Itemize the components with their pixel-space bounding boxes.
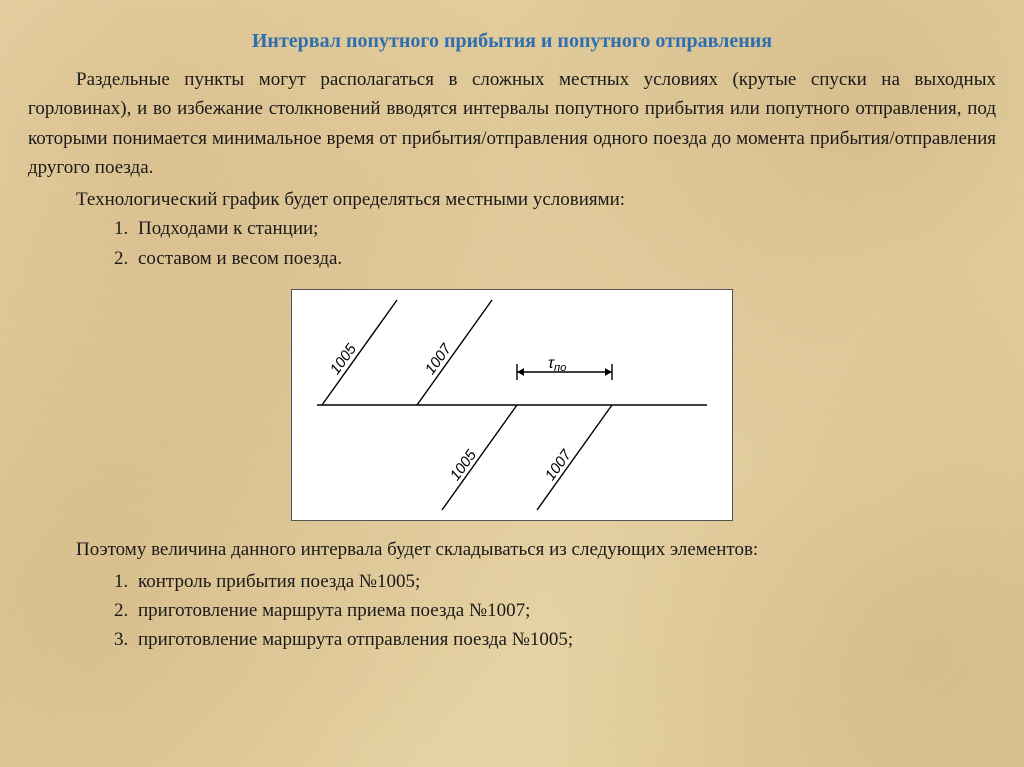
list-item: 1.Подходами к станции; bbox=[138, 214, 996, 243]
elements-list: 1.контроль прибытия поезда №1005; 2.приг… bbox=[28, 567, 996, 655]
svg-text:1007: 1007 bbox=[542, 446, 576, 484]
figure-container: 1005100710051007τпо bbox=[28, 289, 996, 521]
svg-text:τпо: τпо bbox=[548, 355, 566, 374]
list-number: 1. bbox=[114, 214, 128, 243]
conditions-list: 1.Подходами к станции; 2.составом и весо… bbox=[28, 214, 996, 273]
train-interval-diagram: 1005100710051007τпо bbox=[291, 289, 733, 521]
page-title: Интервал попутного прибытия и попутного … bbox=[28, 26, 996, 57]
list-number: 2. bbox=[114, 596, 128, 625]
list-item: 1.контроль прибытия поезда №1005; bbox=[138, 567, 996, 596]
list-number: 2. bbox=[114, 244, 128, 273]
list-text: приготовление маршрута приема поезда №10… bbox=[138, 600, 530, 621]
svg-text:1005: 1005 bbox=[447, 446, 481, 484]
list-item: 2.приготовление маршрута приема поезда №… bbox=[138, 596, 996, 625]
list-number: 3. bbox=[114, 625, 128, 654]
list-item: 3.приготовление маршрута отправления пое… bbox=[138, 625, 996, 654]
paragraph-intro: Раздельные пункты могут располагаться в … bbox=[28, 65, 996, 183]
list-text: составом и весом поезда. bbox=[138, 248, 342, 269]
list-item: 2.составом и весом поезда. bbox=[138, 244, 996, 273]
list-text: контроль прибытия поезда №1005; bbox=[138, 571, 420, 592]
list-text: приготовление маршрута отправления поезд… bbox=[138, 629, 573, 650]
list-text: Подходами к станции; bbox=[138, 218, 318, 239]
list-number: 1. bbox=[114, 567, 128, 596]
conditions-intro: Технологический график будет определятьс… bbox=[28, 185, 996, 214]
elements-intro: Поэтому величина данного интервала будет… bbox=[28, 535, 996, 564]
